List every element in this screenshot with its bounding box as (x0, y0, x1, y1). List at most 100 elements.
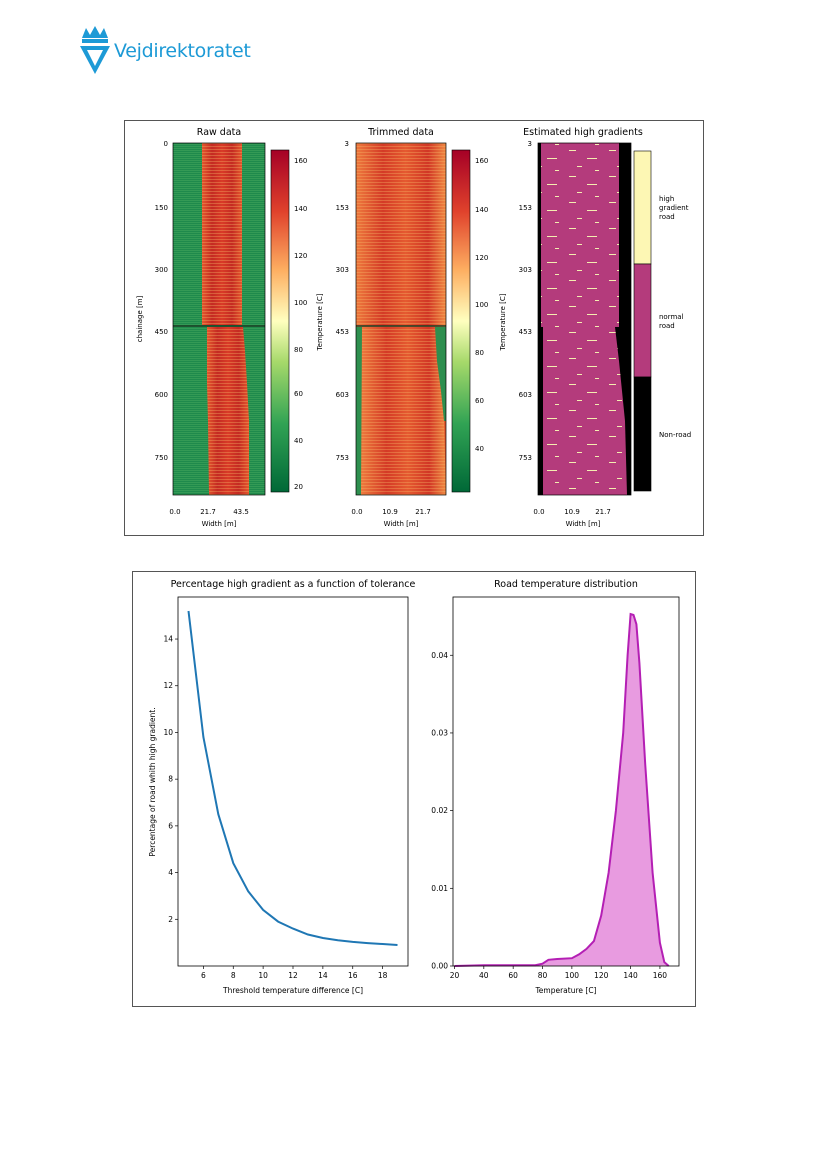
colorbar-tick: 140 (294, 205, 307, 213)
y-tick-label: 6 (168, 821, 173, 830)
y-tick-label: 2 (168, 915, 173, 924)
legend-line: gradient (659, 204, 689, 212)
chart1-title: Percentage high gradient as a function o… (171, 579, 416, 590)
chart1-x-axis-label: Threshold temperature difference [C] (222, 986, 363, 995)
colorbar-label: Temperature [C] (499, 293, 507, 351)
x-tick-label: 21.7 (200, 508, 216, 516)
colorbar-tick: 60 (475, 397, 484, 405)
panel-high-gradients: Estimated high gradients 3 153 303 453 6… (519, 127, 692, 528)
chart2-density-area (454, 614, 669, 966)
legend-line: high (659, 195, 674, 203)
x-tick-label: 14 (318, 971, 328, 980)
figure-line-charts: Percentage high gradient as a function o… (132, 571, 696, 1007)
heatmaps-svg: Raw data 0 150 300 450 600 750 0.0 21.7 … (136, 127, 692, 528)
y-tick-label: 8 (168, 775, 173, 784)
panel-title-gradients: Estimated high gradients (523, 127, 643, 138)
chart2-x-axis-label: Temperature [C] (535, 986, 597, 995)
logo-text: Vejdirektoratet (114, 40, 251, 62)
y-tick-label: 0.02 (431, 806, 448, 815)
x-tick-label: 20 (450, 971, 460, 980)
colorbar-tick: 140 (475, 206, 488, 214)
x-tick-label: 100 (565, 971, 580, 980)
colorbar-tick: 100 (294, 299, 307, 307)
y-tick-label: 603 (519, 391, 532, 399)
legend-line: road (659, 322, 675, 330)
y-tick-label: 0 (164, 140, 168, 148)
category-legend: high gradient road normal road Non-road (633, 150, 691, 492)
colorbar-label: Temperature [C] (316, 293, 324, 351)
legend-line: road (659, 213, 675, 221)
legend-normal-road: normal road (659, 313, 686, 330)
x-tick-label: 140 (623, 971, 638, 980)
y-tick-label: 10 (163, 728, 173, 737)
y-tick-label: 303 (519, 266, 532, 274)
colorbar-tick: 20 (294, 483, 303, 491)
colorbar-tick: 120 (475, 254, 488, 262)
x-tick-label: 10.9 (564, 508, 580, 516)
y-tick-label: 153 (336, 204, 349, 212)
y-tick-label: 0.00 (431, 962, 448, 971)
chart1-y-ticks: 2 4 6 8 10 12 14 (163, 635, 178, 924)
x-tick-label: 0.0 (533, 508, 544, 516)
panel-title-raw: Raw data (197, 127, 241, 138)
x-axis-label: Width [m] (566, 520, 601, 528)
x-tick-label: 10.9 (382, 508, 398, 516)
chart1-x-ticks: 6 8 10 12 14 16 18 (201, 966, 388, 980)
y-axis-label: chainage [m] (136, 295, 144, 342)
chart-percentage-high-gradient: Percentage high gradient as a function o… (148, 579, 415, 995)
colorbar-trimmed (451, 149, 471, 493)
y-tick-label: 303 (336, 266, 349, 274)
colorbar-tick: 160 (475, 157, 488, 165)
x-tick-label: 0.0 (351, 508, 362, 516)
y-tick-label: 0.03 (431, 728, 448, 737)
colorbar-tick: 40 (294, 437, 303, 445)
x-tick-label: 120 (594, 971, 609, 980)
crown-shield-icon (80, 26, 110, 74)
panel-raw-data: Raw data 0 150 300 450 600 750 0.0 21.7 … (136, 127, 324, 528)
legend-high-gradient: high gradient road (659, 195, 691, 221)
y-tick-label: 603 (336, 391, 349, 399)
x-tick-label: 80 (538, 971, 548, 980)
colorbar-tick: 60 (294, 390, 303, 398)
x-tick-label: 18 (378, 971, 388, 980)
panel-title-trimmed: Trimmed data (367, 127, 434, 138)
y-tick-label: 0.01 (431, 884, 448, 893)
y-tick-label: 153 (519, 204, 532, 212)
chart2-plot-area (452, 596, 680, 967)
colorbar-tick: 40 (475, 445, 484, 453)
y-tick-label: 4 (168, 868, 173, 877)
vejdirektoratet-logo: Vejdirektoratet (78, 26, 278, 80)
line-charts-svg: Percentage high gradient as a function o… (148, 579, 680, 995)
chart-temperature-distribution: Road temperature distribution 20 40 60 80 10… (431, 579, 680, 995)
y-tick-label: 3 (345, 140, 349, 148)
x-tick-label: 10 (258, 971, 268, 980)
y-tick-label: 453 (336, 328, 349, 336)
x-tick-label: 21.7 (595, 508, 611, 516)
colorbar-raw (270, 149, 290, 493)
y-tick-label: 300 (155, 266, 168, 274)
legend-line: normal (659, 313, 684, 321)
x-tick-label: 40 (479, 971, 489, 980)
x-tick-label: 160 (653, 971, 668, 980)
y-tick-label: 750 (155, 454, 168, 462)
colorbar-tick: 160 (294, 157, 307, 165)
y-tick-label: 14 (163, 635, 173, 644)
panel-trimmed-data: Trimmed data 3 153 303 453 603 753 0.0 1… (336, 127, 507, 528)
y-tick-label: 450 (155, 328, 168, 336)
y-tick-label: 12 (163, 681, 173, 690)
figure-heatmaps: Raw data 0 150 300 450 600 750 0.0 21.7 … (124, 120, 704, 536)
chart2-x-ticks: 20 40 60 80 100 120 140 160 (450, 966, 668, 980)
y-tick-label: 753 (519, 454, 532, 462)
chart1-y-axis-label: Percentage of road whith high gradient. (148, 707, 157, 856)
colorbar-tick: 80 (475, 349, 484, 357)
x-tick-label: 16 (348, 971, 358, 980)
y-tick-label: 453 (519, 328, 532, 336)
x-tick-label: 21.7 (415, 508, 431, 516)
x-tick-label: 43.5 (233, 508, 249, 516)
x-tick-label: 0.0 (169, 508, 180, 516)
colorbar-tick: 120 (294, 252, 307, 260)
colorbar-tick: 80 (294, 346, 303, 354)
chart1-series-line (187, 610, 398, 946)
x-axis-label: Width [m] (384, 520, 419, 528)
y-tick-label: 753 (336, 454, 349, 462)
